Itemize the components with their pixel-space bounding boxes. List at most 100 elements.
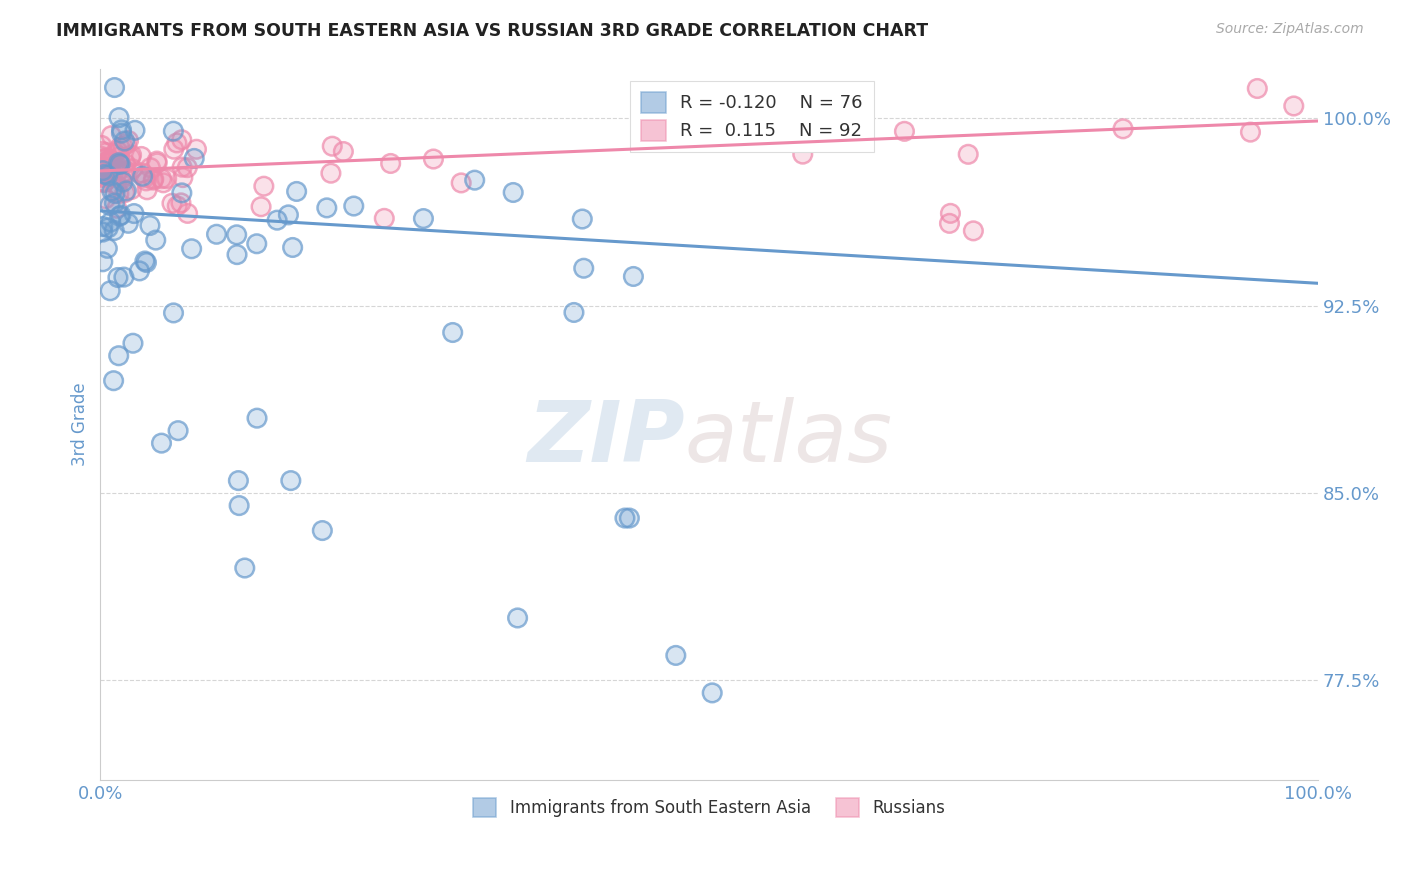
Point [117,216,139,230]
Point [94,145,117,160]
Point [450,176,472,190]
Point [91,219,114,234]
Point [170,195,193,210]
Point [450,176,472,190]
Point [412,211,434,226]
Point [939,206,962,220]
Point [100,166,122,180]
Point [91,170,114,185]
Point [250,200,273,214]
Point [170,186,193,200]
Point [166,199,188,213]
Point [319,166,342,180]
Point [108,157,131,171]
Point [105,178,128,192]
Point [108,157,131,171]
Point [332,145,354,159]
Point [170,195,193,210]
Point [277,208,299,222]
Point [108,186,131,201]
Point [124,123,146,137]
Point [277,208,299,222]
Point [1112,121,1135,136]
Point [613,511,636,525]
Point [172,170,194,185]
Point [180,242,202,256]
Point [131,166,153,180]
Point [105,144,128,158]
Point [502,186,524,200]
Point [1246,81,1268,95]
Point [91,145,114,159]
Point [228,499,250,513]
Point [131,169,153,184]
Point [136,183,159,197]
Point [114,165,136,179]
Point [104,186,127,201]
Point [91,163,114,178]
Point [107,163,129,178]
Point [464,173,486,187]
Point [90,138,112,153]
Point [105,201,128,215]
Point [103,80,125,95]
Point [114,134,136,148]
Point [343,199,366,213]
Point [103,196,125,211]
Point [122,336,145,351]
Point [114,165,136,179]
Point [233,561,256,575]
Y-axis label: 3rd Grade: 3rd Grade [72,383,89,467]
Point [93,176,115,190]
Point [146,156,169,170]
Point [1282,99,1305,113]
Point [142,173,165,187]
Point [91,254,114,268]
Point [321,139,343,153]
Point [114,157,136,171]
Point [142,172,165,186]
Point [108,209,131,223]
Point [98,163,121,178]
Point [702,686,724,700]
Point [162,306,184,320]
Point [167,424,190,438]
Point [100,166,122,180]
Point [1112,121,1135,136]
Point [315,201,337,215]
Point [101,168,124,182]
Point [562,305,585,319]
Point [225,227,247,242]
Point [103,223,125,237]
Point [98,198,121,212]
Point [619,511,641,525]
Point [180,242,202,256]
Point [233,561,256,575]
Point [107,163,129,178]
Point [112,139,135,153]
Point [108,111,131,125]
Point [1246,81,1268,95]
Point [90,149,112,163]
Point [93,175,115,189]
Point [246,236,269,251]
Point [792,147,814,161]
Point [100,154,122,169]
Point [91,170,114,185]
Point [98,154,121,169]
Point [128,264,150,278]
Point [96,166,118,180]
Point [93,176,115,190]
Point [380,156,402,170]
Point [96,166,118,180]
Point [139,161,162,175]
Point [1239,125,1261,139]
Point [938,216,960,230]
Point [94,151,117,165]
Point [96,161,118,176]
Point [146,154,169,169]
Point [124,123,146,137]
Point [114,186,136,200]
Point [98,163,121,178]
Point [205,227,228,242]
